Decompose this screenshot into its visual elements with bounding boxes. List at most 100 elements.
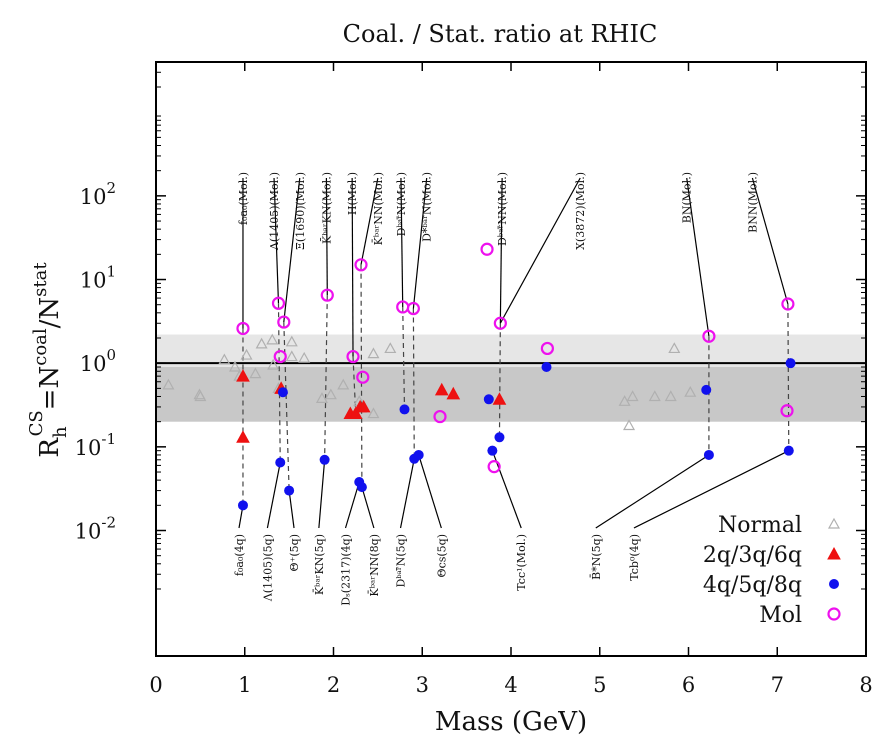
annotation-label: K̄ᵇᵃʳNN(8q) (368, 534, 381, 597)
data-point (240, 348, 253, 360)
leader-line (283, 177, 301, 323)
data-point (356, 399, 371, 413)
data-point (384, 342, 397, 354)
x-tick-label: 4 (504, 673, 517, 697)
chart-title: Coal. / Stat. ratio at RHIC (343, 20, 658, 48)
leader-line (361, 486, 375, 529)
data-point (493, 316, 507, 330)
data-point (367, 407, 380, 419)
annotation-label: Dᵇᵃʳ̄N(Mol.) (395, 172, 408, 236)
data-point (236, 321, 250, 336)
annotation-label: BNN(Mol.) (746, 172, 759, 233)
leader-line (686, 177, 710, 337)
data-point (236, 430, 250, 443)
data-point-ring (702, 329, 716, 343)
band-layer (156, 334, 866, 422)
leader-line (351, 177, 354, 357)
data-point (236, 369, 250, 382)
leader-line (633, 450, 790, 529)
leader-line-layer (238, 177, 790, 529)
data-point (320, 288, 334, 302)
annotation-label: Θcs(5q) (435, 534, 448, 577)
leader-line (344, 481, 360, 529)
x-axis-title: Mass (GeV) (435, 707, 587, 736)
data-point (356, 370, 370, 384)
annotation-label: f₀a₀(Mol.) (237, 172, 250, 225)
data-point-ring (406, 301, 420, 316)
legend-marker (827, 517, 841, 529)
x-tick-label: 3 (416, 673, 429, 697)
annotation-label: D*ᵇᵃʳN(Mol.) (421, 172, 434, 242)
y-axis-title-den-sup: stat (30, 262, 51, 297)
data-point (783, 445, 794, 456)
data-point-ring (354, 258, 368, 272)
data-point (406, 301, 420, 316)
data-point (480, 242, 494, 256)
annotation-label: Λ(1405)(Mol.) (268, 172, 281, 251)
data-point (271, 296, 286, 310)
data-point (703, 449, 714, 460)
data-point (684, 385, 697, 397)
data-point (162, 378, 175, 390)
data-point (668, 342, 681, 354)
data-point (319, 454, 330, 465)
legend-label: Normal (718, 513, 802, 538)
leader-line (266, 462, 281, 529)
data-point (273, 349, 287, 364)
legend: Normal 2q/3q/6q 4q/5q/8q Mol (703, 513, 841, 628)
annotation-label: Tcb⁰(4q) (628, 534, 641, 581)
data-point (483, 394, 494, 405)
legend-label: 4q/5q/8q (703, 573, 802, 598)
data-point (356, 482, 367, 493)
leader-line (288, 490, 295, 529)
data-point (701, 384, 712, 395)
data-point (277, 387, 288, 398)
y-tick-exponent: 0 (106, 346, 116, 364)
annotation-label: Λ(1405)(5q) (261, 534, 274, 602)
leader-line (751, 177, 789, 305)
x-tick-label: 1 (238, 673, 251, 697)
annotation-layer: f₀a₀(Mol.) Λ(1405)(Mol.) Ξ(1690)(Mol.) K̄ᵇᵃ… (233, 172, 759, 606)
data-point (298, 351, 311, 363)
annotation-label: K̄ᵇᵃʳNN(Mol.) (372, 172, 385, 245)
data-point (494, 432, 505, 443)
data-point (433, 409, 447, 424)
data-point (780, 404, 794, 418)
annotation-label: Ξ(1690)(Mol.) (294, 172, 307, 250)
data-point-ring (271, 296, 286, 310)
leader-line (491, 450, 522, 529)
data-point (346, 349, 360, 364)
shaded-band-1 (156, 367, 866, 422)
data-point (367, 347, 380, 359)
legend-label: Mol (759, 603, 802, 628)
y-axis-title-sup: CS (26, 410, 47, 436)
data-point (626, 390, 639, 402)
dashed-connector (402, 306, 406, 410)
data-point (285, 350, 298, 362)
data-point (348, 406, 363, 420)
y-axis-title-base: R (35, 437, 65, 458)
dashed-connector (283, 322, 290, 491)
data-point (487, 445, 498, 456)
x-tick-label: 7 (771, 673, 784, 697)
legend-marker (827, 607, 841, 621)
leader-line (412, 177, 428, 309)
leader-line (325, 177, 328, 296)
leader-line (418, 454, 442, 529)
data-point-ring (433, 409, 447, 424)
dashed-connector (498, 323, 501, 438)
dashed-connector (324, 295, 328, 460)
annotation-label: B̄*N(5q) (590, 534, 603, 580)
leader-line (318, 459, 326, 529)
leader-line (499, 177, 581, 324)
data-point (266, 333, 279, 345)
legend-marker (829, 579, 839, 589)
data-point (228, 360, 242, 372)
data-point (702, 329, 716, 343)
series-2q-3q-6q (236, 369, 507, 443)
legend-marker (827, 546, 841, 560)
data-point (285, 335, 298, 347)
leader-line (595, 454, 710, 529)
